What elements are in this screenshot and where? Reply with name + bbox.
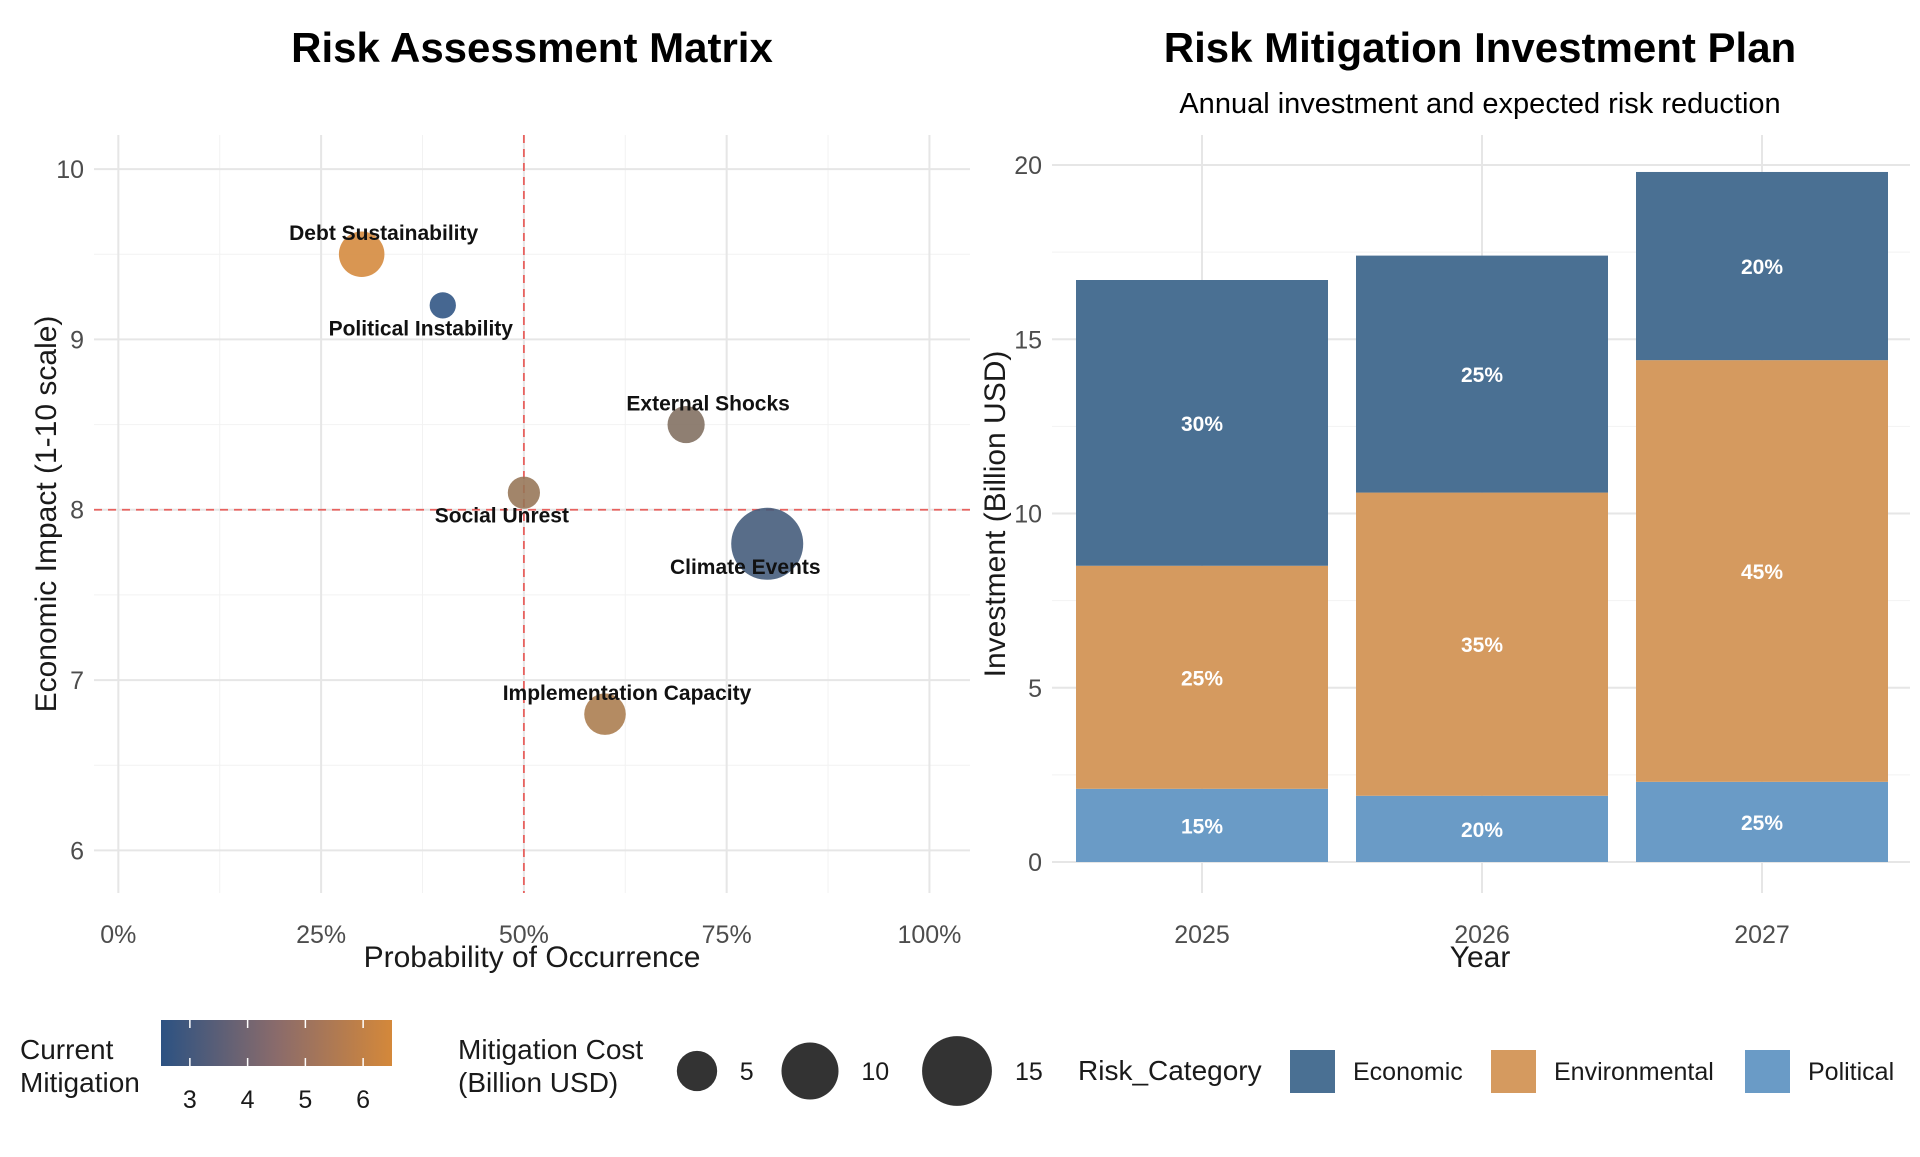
risk-point [429,292,456,319]
bar-segment-label: 35% [1461,634,1503,657]
color-legend-tick-label: 5 [298,1086,312,1114]
risk-point [667,405,705,444]
y-tick-label: 20 [1014,152,1042,180]
x-tick-label: 2026 [1454,921,1510,949]
cost-size-legend: Mitigation Cost (Billion USD) 5 10 15 [458,1034,1043,1106]
investment-plan-x-axis-title: Year [1450,941,1511,974]
bar-segment-label: 20% [1461,819,1503,842]
size-legend-label: 5 [740,1058,754,1086]
color-legend-title-line-2: Mitigation [20,1067,140,1098]
risk-matrix-points [338,231,804,735]
bar-segment-label: 20% [1741,256,1783,279]
y-tick-label: 5 [1028,675,1042,703]
risk-point-label: Social Unrest [435,505,569,528]
y-tick-label: 6 [70,837,84,865]
y-tick-label: 0 [1028,849,1042,877]
bar-segment-label: 25% [1741,812,1783,835]
y-tick-label: 10 [1014,501,1042,529]
stacked-bar-segment [1356,795,1608,862]
x-tick-label: 75% [702,921,752,949]
stacked-bar-segment [1636,360,1888,782]
stacked-bar-segment [1076,788,1328,862]
investment-plan-subtitle: Annual investment and expected risk redu… [1179,88,1780,120]
y-tick-label: 15 [1014,326,1042,354]
bar-segment-label: 25% [1461,364,1503,387]
risk-point [731,507,804,580]
size-legend-circle [676,1050,718,1092]
x-tick-label: 2027 [1734,921,1790,949]
color-legend-title-line-1: Current [20,1034,114,1065]
risk-matrix-reference-lines [94,135,970,893]
size-legend-keys: 5 10 15 [676,1036,1043,1106]
size-legend-title-line-2: (Billion USD) [458,1067,618,1098]
risk-point-label: External Shocks [626,393,789,416]
risk-matrix-point-labels: Debt Sustainability Political Instability… [289,222,820,705]
y-tick-label: 8 [70,497,84,525]
color-legend-tick-label: 4 [241,1086,255,1114]
investment-plan-bar-labels: 15% 25% 30% 20% 35% 25% 25% 45% 20% [1181,256,1783,842]
bar-segment-label: 30% [1181,413,1223,436]
mitigation-color-legend: Current Mitigation 3 4 5 6 [20,1020,392,1114]
risk-matrix-panel: Risk Assessment Matrix Debt Sustainabili… [30,24,970,974]
risk-category-legend: Risk_Category Economic Environmental Polit… [1078,1050,1894,1093]
y-tick-label: 10 [56,156,84,184]
investment-plan-bars [1076,171,1888,862]
category-legend-swatch [1290,1050,1335,1093]
risk-matrix-x-ticks: 0% 25% 50% 75% 100% [100,921,961,949]
bar-segment-label: 45% [1741,561,1783,584]
risk-point-label: Climate Events [670,556,821,579]
risk-matrix-y-axis-title: Economic Impact (1-10 scale) [30,316,63,713]
investment-plan-panel: Risk Mitigation Investment Plan Annual i… [979,24,1910,974]
x-tick-label: 2025 [1174,921,1230,949]
x-tick-label: 25% [296,921,346,949]
color-legend-gradient-bar [161,1020,392,1066]
size-legend-label: 15 [1015,1058,1043,1086]
investment-plan-x-ticks: 2025 2026 2027 [1174,921,1790,949]
size-legend-title-line-1: Mitigation Cost [458,1034,643,1065]
color-legend-tick-label: 3 [183,1086,197,1114]
stacked-bar-segment [1076,280,1328,566]
category-legend-label: Environmental [1554,1058,1714,1086]
stacked-bar-segment [1636,171,1888,361]
x-tick-label: 100% [897,921,961,949]
risk-point [338,231,385,278]
risk-point-label: Political Instability [329,317,514,340]
investment-plan-title: Risk Mitigation Investment Plan [1164,24,1796,71]
y-tick-label: 9 [70,326,84,354]
category-legend-keys: Economic Environmental Political [1290,1050,1894,1093]
risk-point-label: Implementation Capacity [503,682,752,705]
bar-segment-label: 25% [1181,667,1223,690]
bar-segment-label: 15% [1181,815,1223,838]
category-legend-swatch [1491,1050,1536,1093]
risk-point [507,476,540,509]
stacked-bar-segment [1076,565,1328,789]
risk-point-label: Debt Sustainability [289,222,478,245]
category-legend-label: Economic [1353,1058,1463,1086]
investment-plan-y-axis-title: Investment (Billion USD) [979,351,1012,678]
risk-matrix-title: Risk Assessment Matrix [291,24,773,71]
size-legend-circle [781,1042,839,1100]
stacked-bar-segment [1356,255,1608,493]
risk-matrix-y-ticks: 6 7 8 9 10 [56,156,84,865]
x-tick-label: 50% [499,921,549,949]
category-legend-label: Political [1808,1058,1894,1086]
stacked-bar-segment [1356,492,1608,796]
y-tick-label: 7 [70,667,84,695]
risk-matrix-x-axis-title: Probability of Occurrence [364,941,701,974]
investment-plan-y-ticks: 0 5 10 15 20 [1014,152,1042,877]
category-legend-title: Risk_Category [1078,1055,1262,1086]
color-legend-ticks: 3 4 5 6 [183,1020,370,1114]
size-legend-label: 10 [861,1058,889,1086]
category-legend-swatch [1745,1050,1790,1093]
stacked-bar-segment [1636,781,1888,862]
size-legend-circle [922,1036,992,1106]
risk-point [584,693,626,735]
x-tick-label: 0% [100,921,136,949]
color-legend-tick-label: 6 [356,1086,370,1114]
